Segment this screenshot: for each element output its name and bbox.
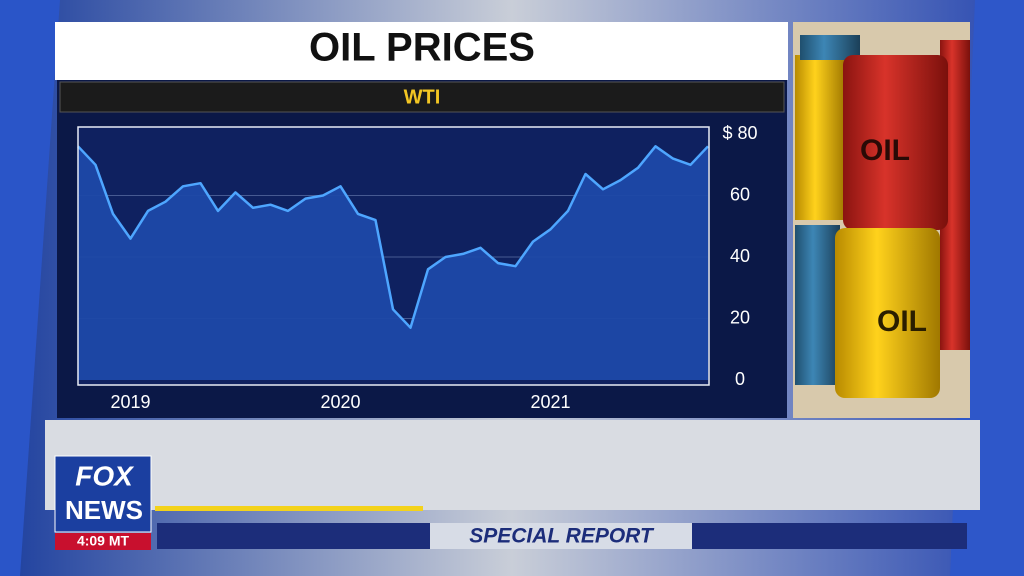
plot-frame <box>77 126 710 386</box>
logo <box>54 455 152 533</box>
clock-box <box>55 533 151 550</box>
bg-stripe <box>0 0 60 576</box>
subtitle-bar <box>59 81 785 113</box>
area-fill <box>78 146 708 380</box>
logo-news: NEWS <box>65 495 143 525</box>
barrel <box>795 55 845 220</box>
title-card <box>55 22 788 80</box>
x-tick-label: 2021 <box>530 392 570 412</box>
barrel <box>795 225 840 385</box>
y-tick-label: 20 <box>730 307 750 327</box>
x-tick-label: 2019 <box>110 392 150 412</box>
y-tick-label: 0 <box>735 369 745 389</box>
banner-text: SPECIAL REPORT <box>469 525 655 548</box>
logo-fox: FOX <box>75 460 135 491</box>
banner-plate <box>430 523 692 549</box>
clock: 4:09 MT <box>77 533 130 549</box>
barrel-label: OIL <box>877 305 927 338</box>
x-tick-label: 2020 <box>320 392 360 412</box>
y-tick-label: 60 <box>730 184 750 204</box>
y-tick-label: $ 80 <box>722 123 757 143</box>
lower-panel <box>45 420 980 510</box>
barrel <box>843 55 948 230</box>
accent-line <box>155 506 423 511</box>
chart-subtitle: WTI <box>404 86 441 108</box>
line <box>77 145 709 329</box>
chart-title: OIL PRICES <box>309 26 535 70</box>
barrel <box>835 228 940 398</box>
y-tick-label: 40 <box>730 246 750 266</box>
barrel-label: OIL <box>860 134 910 167</box>
